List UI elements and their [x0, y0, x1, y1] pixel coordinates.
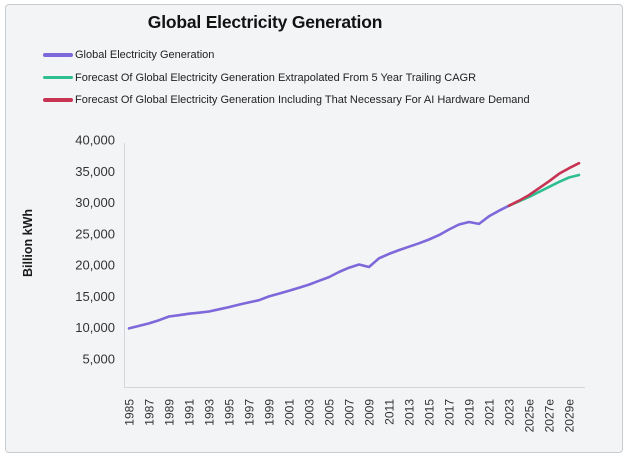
legend-swatch-forecast-cagr [43, 75, 73, 80]
x-tick-label: 2025e [523, 399, 537, 433]
legend-item-actual: Global Electricity Generation [43, 48, 530, 62]
x-tick-label: 2001 [283, 399, 297, 426]
y-tick-label: 35,000 [75, 164, 115, 179]
x-tick-label: 1997 [243, 399, 257, 426]
y-tick-label: 15,000 [75, 289, 115, 304]
x-tick-label: 1993 [203, 399, 217, 426]
y-axis-title: Billion kWh [21, 208, 35, 278]
x-tick-label: 2013 [403, 399, 417, 426]
series-forecast-ai-line [507, 161, 581, 207]
y-tick-label: 10,000 [75, 320, 115, 335]
legend-item-forecast-ai: Forecast Of Global Electricity Generatio… [43, 93, 530, 107]
x-tick-label: 2027e [543, 399, 557, 433]
x-tick-label: 2019 [463, 399, 477, 426]
legend-label-actual: Global Electricity Generation [75, 49, 215, 61]
y-tick-label: 40,000 [75, 133, 115, 148]
x-tick-label: 1985 [123, 399, 137, 426]
y-tick-label: 20,000 [75, 258, 115, 273]
legend-item-forecast-cagr: Forecast Of Global Electricity Generatio… [43, 71, 530, 85]
x-tick-label: 1995 [223, 399, 237, 426]
legend-swatch-actual [43, 53, 73, 57]
legend: Global Electricity Generation Forecast O… [43, 48, 530, 107]
x-tick-label: 2017 [443, 399, 457, 426]
x-tick-label: 2015 [423, 399, 437, 426]
x-tick-label: 1999 [263, 399, 277, 426]
x-tick-label: 2021 [483, 399, 497, 426]
chart-title: Global Electricity Generation [147, 12, 383, 32]
axis-lines [124, 143, 585, 388]
chart-card [5, 4, 623, 453]
x-tick-label: 2023 [503, 399, 517, 426]
legend-label-forecast-cagr: Forecast Of Global Electricity Generatio… [75, 71, 477, 84]
x-tick-label: 1989 [163, 399, 177, 426]
x-tick-label: 2009 [363, 399, 377, 426]
x-tick-label: 2003 [303, 399, 317, 426]
legend-swatch-forecast-ai [43, 98, 73, 102]
x-tick-label: 1991 [183, 399, 197, 426]
x-tick-label: 1987 [143, 399, 157, 426]
y-tick-label: 5,000 [82, 352, 115, 367]
x-tick-label: 2005 [323, 399, 337, 426]
y-tick-label: 25,000 [75, 226, 115, 241]
x-tick-label: 2011 [383, 399, 397, 425]
series-actual-line [127, 204, 511, 330]
y-tick-label: 30,000 [75, 195, 115, 210]
x-tick-label: 2007 [343, 399, 357, 426]
x-tick-label: 2029e [563, 399, 577, 433]
legend-label-forecast-ai: Forecast Of Global Electricity Generatio… [75, 94, 530, 106]
